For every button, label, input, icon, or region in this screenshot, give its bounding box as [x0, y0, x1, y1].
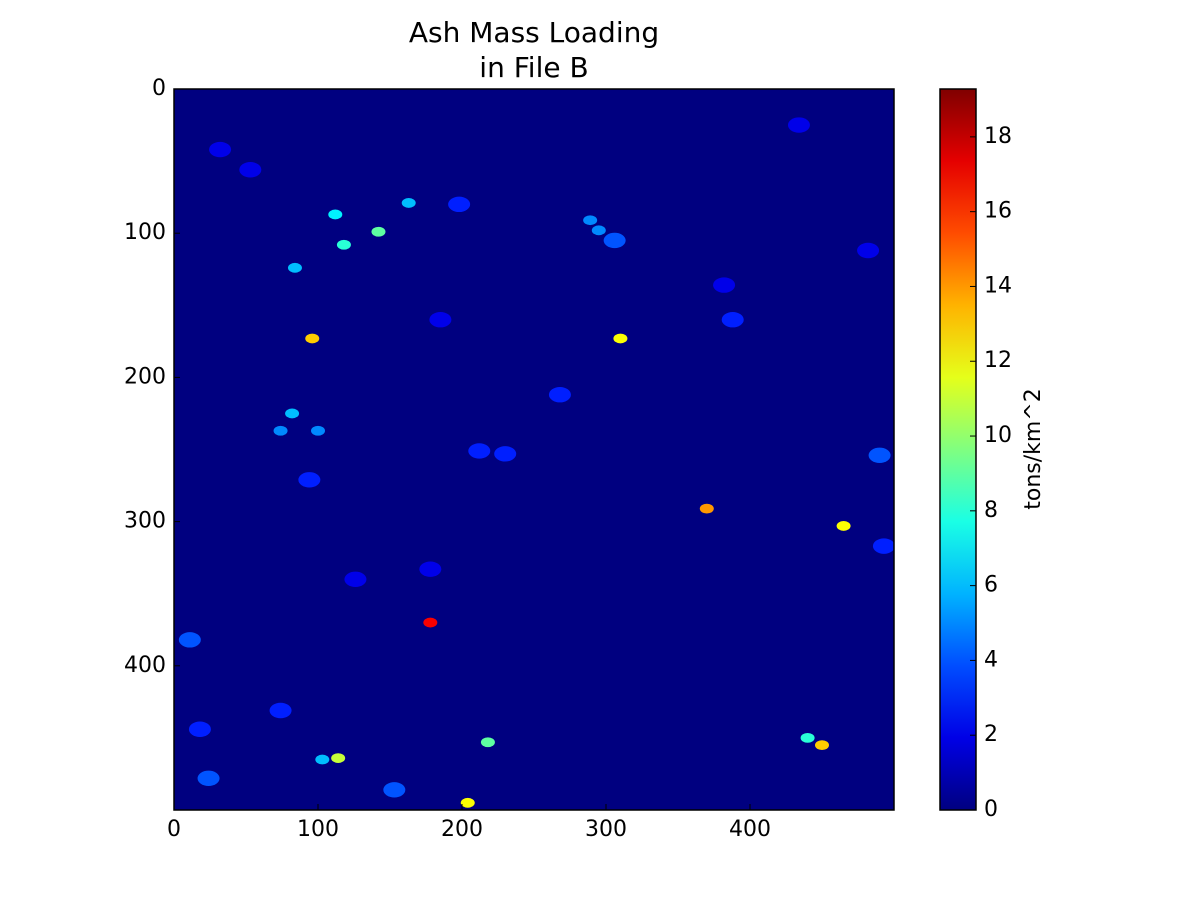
heatmap-cell: [713, 277, 736, 293]
heatmap-cell: [315, 754, 330, 765]
x-tick-label: 0: [167, 817, 181, 842]
heatmap-cell: [591, 225, 606, 236]
y-tick-label: 100: [124, 220, 166, 245]
x-tick-label: 200: [441, 817, 483, 842]
heatmap-cell: [209, 141, 232, 158]
heatmap-cell: [800, 733, 815, 743]
y-tick-label: 300: [124, 509, 166, 534]
colorbar-tick-label: 6: [984, 573, 998, 598]
heatmap-cell: [298, 472, 321, 488]
heatmap-cells: [178, 117, 894, 808]
colorbar-tick-label: 12: [984, 348, 1012, 373]
heatmap-cell: [787, 117, 810, 133]
heatmap-cell: [344, 571, 367, 587]
heatmap-cell: [872, 538, 894, 554]
heatmap-cell: [548, 387, 571, 403]
x-tick-label: 100: [297, 817, 339, 842]
heatmap-cell: [429, 312, 452, 328]
colorbar-tick-label: 0: [984, 797, 998, 822]
heatmap-cell: [448, 196, 471, 213]
heatmap-cell: [269, 702, 292, 719]
colorbar-tick-label: 2: [984, 722, 998, 747]
heatmap-cell: [836, 521, 851, 531]
heatmap-background: [174, 89, 894, 810]
heatmap-cell: [401, 198, 416, 208]
heatmap-cell: [468, 443, 491, 459]
heatmap-cell: [857, 242, 880, 259]
colorbar-tick-label: 14: [984, 273, 1012, 298]
chart-title: in File B: [479, 51, 588, 84]
heatmap-cell: [583, 215, 598, 226]
y-tick-label: 400: [124, 653, 166, 678]
heatmap-cell: [371, 226, 386, 237]
heatmap-cell: [331, 753, 346, 763]
heatmap-cell: [197, 770, 220, 786]
heatmap-cell: [460, 797, 475, 808]
heatmap-cell: [423, 617, 438, 628]
plot-frame: [173, 88, 895, 811]
heatmap-cell: [239, 162, 262, 178]
heatmap-cell: [868, 447, 891, 463]
heatmap-cell: [336, 239, 351, 250]
heatmap-cell: [287, 262, 302, 273]
heatmap-cell: [188, 721, 211, 737]
heatmap-cell: [721, 312, 744, 328]
heatmap-cell: [613, 333, 628, 344]
heatmap-cell: [699, 503, 714, 514]
heatmap-cell: [311, 425, 325, 436]
colorbar-label: tons/km^2: [1021, 388, 1046, 510]
heatmap-cell: [603, 232, 626, 249]
heatmap-cell: [815, 740, 829, 751]
colorbar-tick-label: 10: [984, 423, 1012, 448]
x-tick-label: 300: [585, 817, 627, 842]
heatmap-cell: [285, 408, 300, 419]
y-tick-label: 0: [152, 76, 166, 101]
heatmap-cell: [494, 446, 517, 462]
colorbar-tick-label: 18: [984, 124, 1012, 149]
heatmap-cell: [305, 333, 320, 344]
colorbar-tick-label: 8: [984, 498, 998, 523]
colorbar: [939, 88, 977, 811]
x-tick-label: 400: [729, 817, 771, 842]
colorbar-tick-label: 16: [984, 199, 1012, 224]
heatmap-cell: [328, 209, 343, 220]
heatmap-cell: [178, 632, 201, 648]
heatmap-cell: [273, 425, 288, 436]
heatmap-cell: [419, 561, 442, 577]
chart-title: Ash Mass Loading: [409, 16, 659, 49]
y-tick-label: 200: [124, 364, 166, 389]
heatmap-cell: [383, 782, 406, 798]
heatmap-cell: [480, 737, 495, 748]
colorbar-tick-label: 4: [984, 647, 998, 672]
